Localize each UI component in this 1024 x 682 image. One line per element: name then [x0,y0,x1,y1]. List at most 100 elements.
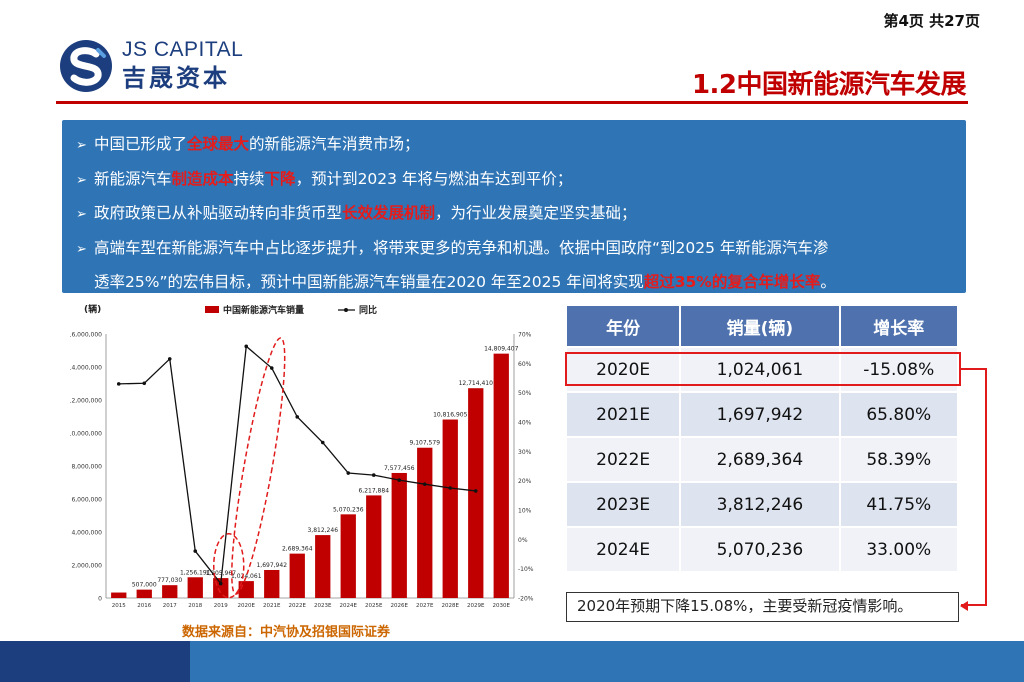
table-row: 2022E 2,689,364 58.39% [564,436,960,483]
sales-bar [187,577,203,598]
y2-tick-label: 0% [518,537,528,544]
sales-bar [366,495,382,598]
y-tick-label: 4,000,000 [71,530,102,537]
note-box: 2020年预期下降15.08%，主要受新冠疫情影响。 [566,592,959,622]
table-row: 2021E 1,697,942 65.80% [564,391,960,438]
y-tick-label: 14,000,000 [70,365,102,372]
bar-value-label: 777,030 [157,577,182,584]
bar-value-label: 6,217,884 [358,487,389,494]
bullet-text: 新能源汽车 [94,169,172,188]
growth-cell: 58.39% [838,436,960,483]
table-header-row: 年份 销量(辆) 增长率 [564,304,960,348]
x-tick-label: 2018 [188,603,202,609]
sales-bar [136,589,152,598]
bar-value-label: 7,577,456 [384,465,415,472]
y2-tick-label: -10% [518,566,534,573]
yoy-point [371,473,376,477]
growth-cell: 41.75% [838,481,960,528]
bullet-highlight: 制造成本 [171,169,234,188]
yoy-point [142,381,147,386]
bullet-item: ➢ 中国已形成了全球最大的新能源汽车消费市场； [76,128,952,163]
bullet-item: ➢ 新能源汽车制造成本持续下降，预计到2023 年将与燃油车达到平价； [76,163,952,198]
y2-tick-label: 10% [518,508,532,515]
title-divider [56,101,968,104]
yoy-point [295,415,300,419]
bullet-item: 透率25%”的宏伟目标，预计中国新能源汽车销量在2020 年至2025 年间将实… [76,266,952,300]
year-cell: 2022E [564,436,682,483]
logo-chinese: 吉晟资本 [122,64,230,92]
yoy-point [167,357,172,361]
yoy-point [193,549,198,553]
y-tick-label: 16,000,000 [70,332,102,339]
header-growth: 增长率 [838,304,960,348]
sales-cell: 3,812,246 [679,481,841,528]
yoy-point [244,344,249,349]
sales-table: 年份 销量(辆) 增长率 2020E 1,024,061 -15.08% 2021E 1… [564,304,960,573]
bullet-text: 持续 [233,169,265,188]
data-source: 数据来源自：中汽协及招银国际证券 [182,625,391,640]
bar-value-label: 10,816,905 [433,412,468,419]
sales-cell: 2,689,364 [679,436,841,483]
sales-cell: 5,070,236 [679,526,841,573]
bar-value-label: 9,107,579 [409,440,440,447]
year-cell: 2023E [564,481,682,528]
company-logo: JS CAPITAL 吉晟资本 [58,38,278,96]
x-tick-label: 2027E [416,603,434,609]
sales-chart: (辆) 中国新能源汽车销量 同比 0 2,000,000 4,000,000 6,000,0… [70,298,548,610]
year-cell: 2021E [564,391,682,438]
bullet-text: ，为行业发展奠定坚实基础； [435,204,637,222]
connector-line [961,368,987,606]
yoy-point [422,482,427,486]
sales-bar [417,447,433,598]
bullet-arrow-icon: ➢ [76,241,87,257]
y2-tick-label: 50% [518,390,532,397]
yoy-point [320,440,325,445]
bullet-text: ，预计到2023 年将与燃油车达到平价； [295,169,573,188]
y-tick-label: 8,000,000 [71,464,102,471]
sales-bar [442,419,458,598]
sales-bar [391,472,407,598]
emphasis-oval-2020 [213,532,245,599]
sales-bar [315,535,331,598]
connector-arrow-icon [960,601,968,611]
year-cell: 2024E [564,526,682,573]
bar-value-label: 1,697,942 [256,562,287,569]
bullet-arrow-icon: ➢ [76,172,87,188]
yoy-point [346,471,351,475]
bar-value-label: 5,070,236 [333,506,364,513]
y-tick-label: 6,000,000 [71,497,102,504]
x-tick-label: 2025E [365,603,383,609]
growth-cell: 65.80% [838,391,960,438]
y2-tick-label: 20% [518,478,532,485]
footer-accent [0,641,190,682]
table-row: 2023E 3,812,246 41.75% [564,481,960,528]
x-tick-label: 2015 [112,603,126,609]
growth-cell: 33.00% [838,526,960,573]
sales-bar [264,569,280,598]
bar-value-label: 507,000 [132,582,157,589]
bullet-text: 透率25%”的宏伟目标，预计中国新能源汽车销量在2020 年至2025 年间将实… [94,273,644,291]
js-logo-icon [60,40,112,92]
y2-tick-label: 60% [518,361,532,368]
sales-bar [340,514,356,598]
bar-value-label: 1,256,191 [180,569,211,576]
x-tick-label: 2016 [137,603,151,609]
bullet-highlight: 全球最大 [187,135,250,153]
bullet-text: 的新能源汽车消费市场； [249,135,420,153]
x-tick-label: 2017 [163,603,177,609]
sales-bar [111,592,127,598]
y-unit-label: (辆) [84,303,101,315]
yoy-point [269,366,274,370]
y-tick-label: 12,000,000 [70,398,102,405]
x-tick-label: 2028E [442,603,460,609]
bar-value-label: 1,024,061 [231,573,262,580]
bar-value-label: 12,714,410 [459,380,494,387]
header-year: 年份 [564,304,682,348]
bar-value-label: 2,689,364 [282,546,313,553]
footer-bar [0,641,1024,682]
bar-value-label: 14,809,407 [484,346,519,353]
sales-bar [162,585,178,598]
bullet-highlight: 长效发展机制 [342,204,436,222]
bullet-arrow-icon: ➢ [76,207,87,222]
table-row: 2024E 5,070,236 33.00% [564,526,960,573]
